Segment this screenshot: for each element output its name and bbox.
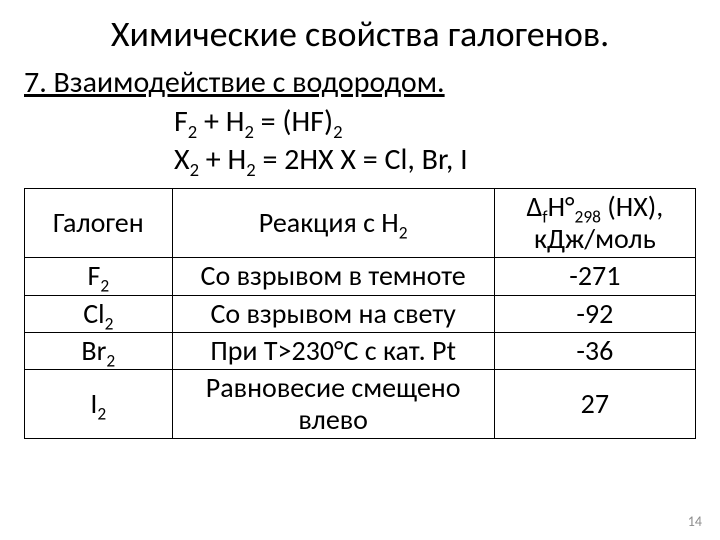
header-dh: ΔfH°298 (HX), кДж/моль bbox=[494, 189, 695, 258]
header-reaction-text: Реакция с H bbox=[259, 205, 399, 240]
dh-h: H° bbox=[548, 189, 575, 224]
cell-dh: -92 bbox=[494, 295, 695, 332]
halo-sub: 2 bbox=[106, 349, 115, 371]
cell-reaction: При T>230°C с кат. Pt bbox=[172, 332, 494, 369]
eq1-c: = (HF) bbox=[254, 103, 333, 140]
cell-dh: -271 bbox=[494, 258, 695, 295]
slide-container: Химические свойства галогенов. 7. Взаимо… bbox=[0, 0, 720, 540]
cell-halogen: I2 bbox=[25, 369, 173, 438]
page-number: 14 bbox=[688, 513, 702, 530]
header-reaction: Реакция с H2 bbox=[172, 189, 494, 258]
eq2-c: = 2HX X = Cl, Br, I bbox=[256, 141, 468, 178]
section-heading: 7. Взаимодействие с водородом. bbox=[24, 64, 696, 101]
cell-reaction: Со взрывом в темноте bbox=[172, 258, 494, 295]
eq2-a: X bbox=[174, 141, 190, 178]
equation-2: X2 + H2 = 2HX X = Cl, Br, I bbox=[174, 141, 696, 179]
header-halogen: Галоген bbox=[25, 189, 173, 258]
equations-block: F2 + H2 = (HF)2 X2 + H2 = 2HX X = Cl, Br… bbox=[174, 103, 696, 178]
halo-sub: 2 bbox=[97, 403, 106, 425]
eq1-b: + H bbox=[197, 103, 244, 140]
halo-sym: Br bbox=[81, 333, 106, 368]
eq2-b: + H bbox=[199, 141, 246, 178]
halogen-table: Галоген Реакция с H2 ΔfH°298 (HX), кДж/м… bbox=[24, 188, 696, 439]
cell-dh: 27 bbox=[494, 369, 695, 438]
halo-sym: F bbox=[87, 258, 100, 293]
table-row: Br2 При T>230°C с кат. Pt -36 bbox=[25, 332, 696, 369]
cell-halogen: Cl2 bbox=[25, 295, 173, 332]
eq1-a: F bbox=[174, 103, 188, 140]
header-reaction-sub: 2 bbox=[399, 222, 408, 244]
cell-reaction: Равновесие смещено влево bbox=[172, 369, 494, 438]
dh-delta: Δ bbox=[526, 189, 542, 224]
table-row: Cl2 Со взрывом на свету -92 bbox=[25, 295, 696, 332]
halo-sub: 2 bbox=[100, 275, 109, 297]
halo-sym: Cl bbox=[83, 296, 104, 331]
halo-sub: 2 bbox=[105, 312, 114, 334]
table-row: F2 Со взрывом в темноте -271 bbox=[25, 258, 696, 295]
cell-dh: -36 bbox=[494, 332, 695, 369]
eq2-sub2: 2 bbox=[246, 158, 255, 181]
cell-halogen: F2 bbox=[25, 258, 173, 295]
table-header-row: Галоген Реакция с H2 ΔfH°298 (HX), кДж/м… bbox=[25, 189, 696, 258]
slide-title: Химические свойства галогенов. bbox=[24, 12, 696, 56]
table-row: I2 Равновесие смещено влево 27 bbox=[25, 369, 696, 438]
eq2-sub1: 2 bbox=[190, 158, 199, 181]
equation-1: F2 + H2 = (HF)2 bbox=[174, 103, 696, 141]
cell-halogen: Br2 bbox=[25, 332, 173, 369]
cell-reaction: Со взрывом на свету bbox=[172, 295, 494, 332]
